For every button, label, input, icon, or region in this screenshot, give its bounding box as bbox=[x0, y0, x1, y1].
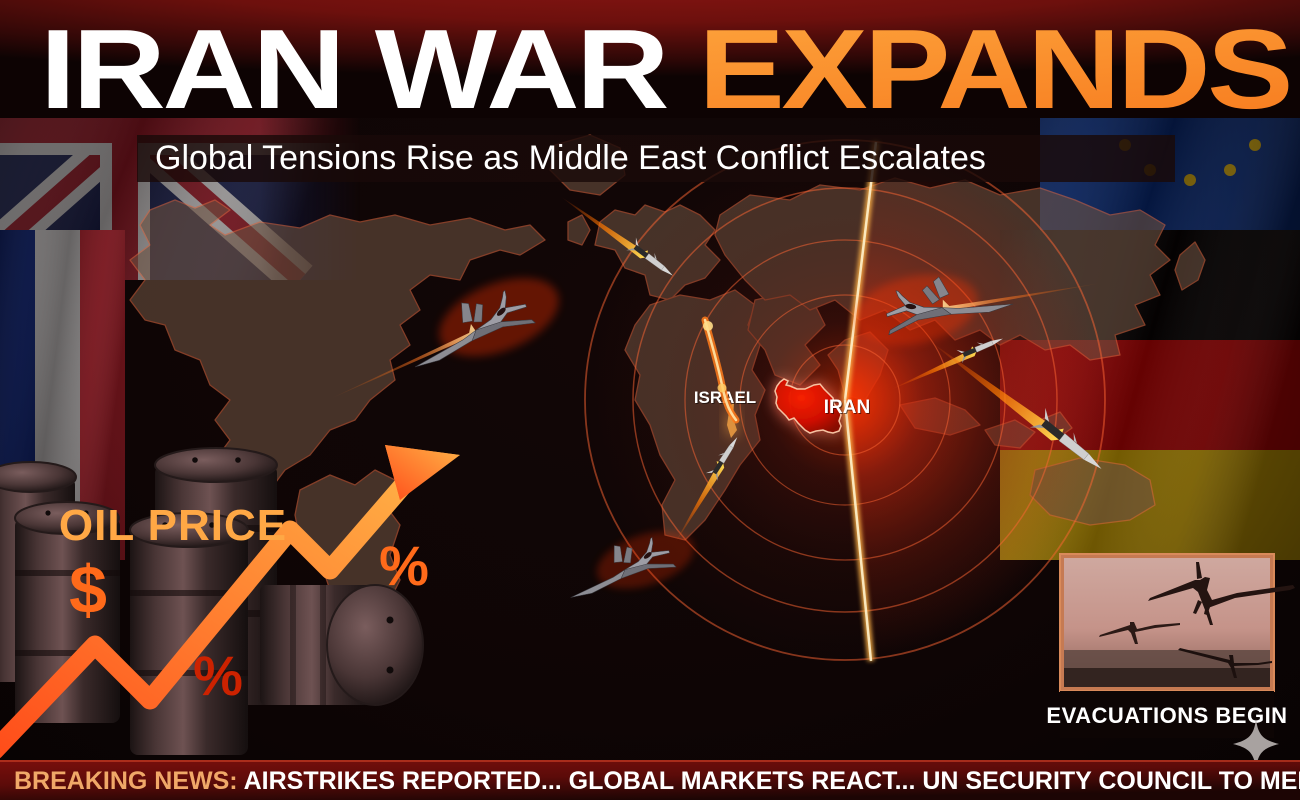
svg-text:BREAKING NEWS: AIRSTRIKES REPO: BREAKING NEWS: AIRSTRIKES REPORTED... GL… bbox=[14, 767, 1300, 795]
